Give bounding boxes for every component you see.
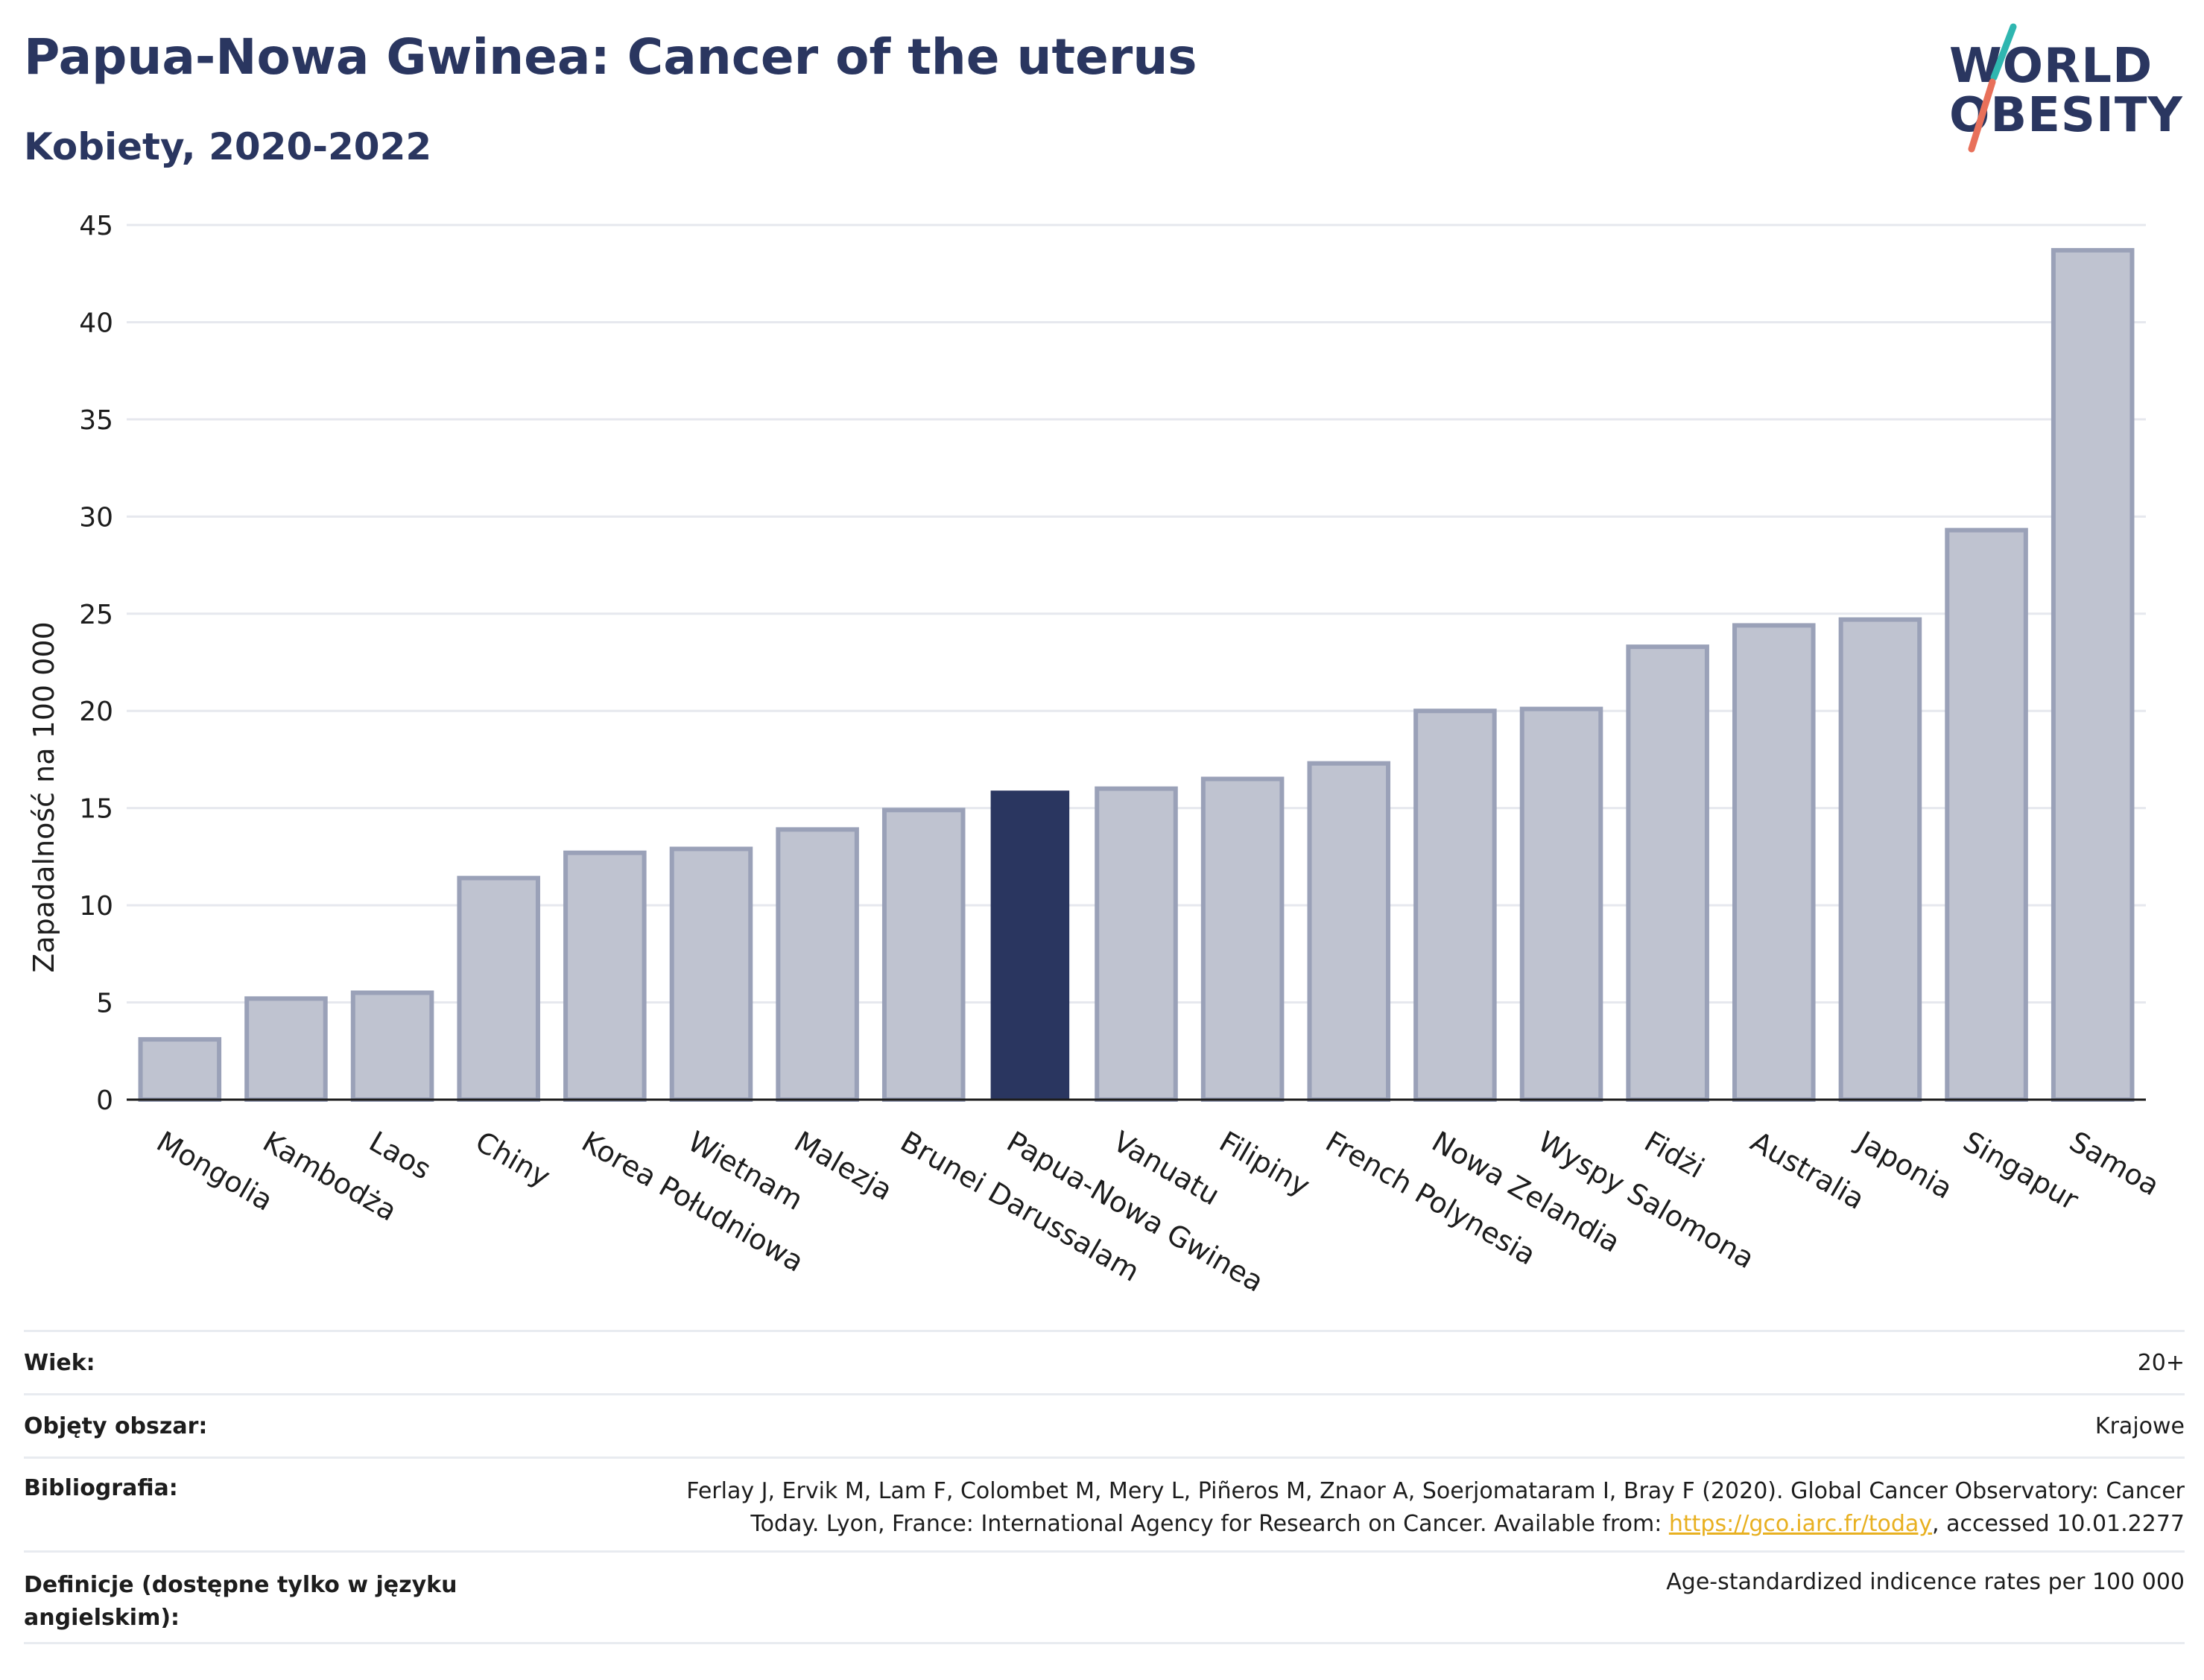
bar-wyspy-salomona bbox=[1519, 706, 1603, 1102]
bibliography-line-1: Ferlay J, Ervik M, Lam F, Colombet M, Me… bbox=[686, 1478, 2185, 1504]
x-tick-label: Fidżi bbox=[1639, 1125, 1710, 1185]
y-tick-label: 20 bbox=[79, 697, 113, 727]
source-link[interactable]: https://gco.iarc.fr/today bbox=[1668, 1511, 1933, 1537]
bar-kambodża bbox=[244, 996, 328, 1102]
bar-mongolia bbox=[138, 1037, 222, 1102]
info-row-area: Objęty obszar: Krajowe bbox=[24, 1393, 2185, 1456]
bar-australia bbox=[1732, 623, 1816, 1102]
bar-papua-nowa-gwinea bbox=[990, 790, 1070, 1100]
y-tick-label: 0 bbox=[96, 1085, 113, 1116]
logo-line-1: WORLD bbox=[1949, 39, 2153, 94]
info-value: Age-standardized indicence rates per 100… bbox=[1666, 1569, 2185, 1595]
bar-brunei-darussalam bbox=[881, 808, 966, 1103]
y-tick-label: 35 bbox=[79, 405, 113, 436]
info-table: Wiek: 20+ Objęty obszar: Krajowe Bibliog… bbox=[24, 1330, 2185, 1644]
x-tick-label: Australia bbox=[1745, 1125, 1870, 1216]
info-row-bibliography: Bibliografia: Ferlay J, Ervik M, Lam F, … bbox=[24, 1456, 2185, 1550]
x-tick-label: Filipiny bbox=[1214, 1125, 1315, 1202]
y-tick-label: 40 bbox=[79, 308, 113, 338]
y-tick-label: 25 bbox=[79, 600, 113, 630]
bar-japonia bbox=[1838, 617, 1922, 1102]
x-tick-label: Chiny bbox=[470, 1125, 556, 1194]
info-label: Bibliografia: bbox=[24, 1475, 178, 1501]
info-value: Ferlay J, Ervik M, Lam F, Colombet M, Me… bbox=[686, 1475, 2185, 1550]
bar-nowa-zelandia bbox=[1413, 709, 1497, 1102]
info-row-age: Wiek: 20+ bbox=[24, 1330, 2185, 1393]
bar-singapur bbox=[1945, 527, 2028, 1102]
bibliography-line-2: Today. Lyon, France: International Agenc… bbox=[750, 1511, 1669, 1537]
info-value: 20+ bbox=[2137, 1349, 2185, 1376]
bibliography-accessed: , accessed 10.01.2277 bbox=[1932, 1511, 2185, 1537]
info-row-definitions: Definicje (dostępne tylko w języku angie… bbox=[24, 1550, 2185, 1644]
bar-chiny bbox=[457, 875, 540, 1102]
info-label: Definicje (dostępne tylko w języku angie… bbox=[24, 1572, 457, 1631]
y-tick-label: 15 bbox=[79, 794, 113, 825]
bar-laos bbox=[350, 990, 434, 1102]
bars bbox=[138, 247, 2135, 1103]
y-tick-label: 30 bbox=[79, 502, 113, 533]
x-tick-label: Singapur bbox=[1958, 1125, 2085, 1217]
bar-korea-południowa bbox=[563, 850, 647, 1102]
chart-title: Papua-Nowa Gwinea: Cancer of the uterus bbox=[24, 28, 1197, 86]
info-label: Wiek: bbox=[24, 1349, 95, 1376]
x-tick-label: Laos bbox=[364, 1125, 437, 1186]
bar-fidżi bbox=[1626, 644, 1709, 1102]
bar-wietnam bbox=[669, 846, 753, 1102]
bar-french-polynesia bbox=[1307, 761, 1391, 1102]
y-axis-label: Zapadalność na 100 000 bbox=[28, 621, 60, 972]
info-label: Objęty obszar: bbox=[24, 1413, 208, 1439]
logo-slash-icon bbox=[1968, 23, 2017, 153]
y-tick-label: 5 bbox=[96, 989, 113, 1019]
y-tick-labels: 0 5 10 15 20 25 30 35 40 45 bbox=[79, 211, 113, 1116]
info-value: Krajowe bbox=[2094, 1413, 2185, 1439]
bar-samoa bbox=[2051, 247, 2135, 1103]
y-tick-label: 10 bbox=[79, 891, 113, 922]
x-tick-label: Malezja bbox=[789, 1125, 899, 1207]
y-tick-label: 45 bbox=[79, 211, 113, 241]
bar-vanuatu bbox=[1095, 786, 1178, 1102]
x-tick-label: Mongolia bbox=[151, 1125, 279, 1217]
bar-malezja bbox=[776, 827, 859, 1102]
chart-subtitle: Kobiety, 2020-2022 bbox=[24, 125, 432, 168]
world-obesity-logo: WORLD OBESITY bbox=[1930, 22, 2198, 156]
bar-filipiny bbox=[1200, 776, 1285, 1102]
